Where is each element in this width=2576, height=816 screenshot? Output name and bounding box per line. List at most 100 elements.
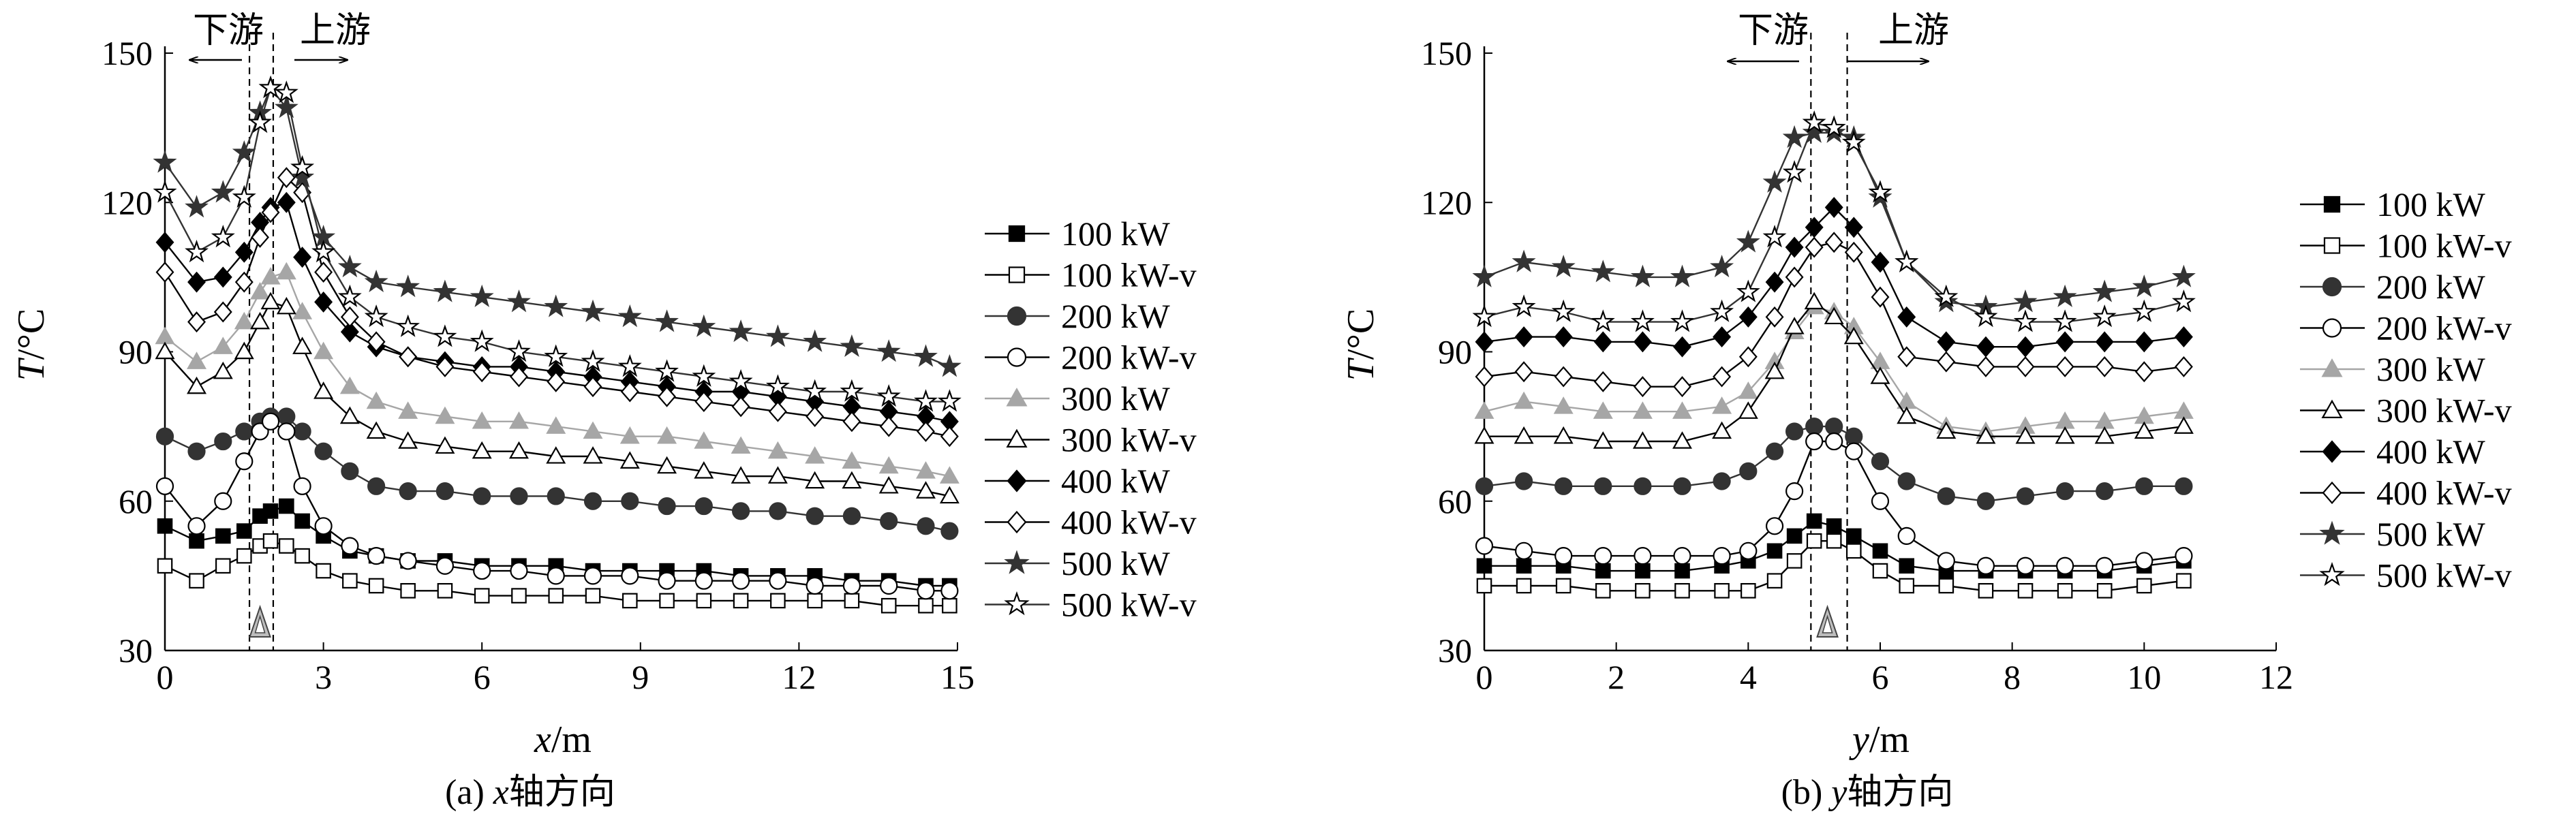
data-point xyxy=(213,266,232,288)
data-point xyxy=(880,576,898,595)
data-point xyxy=(1870,351,1890,369)
data-point xyxy=(367,547,386,565)
data-point xyxy=(1766,543,1783,559)
data-point xyxy=(803,379,827,402)
series-200-kW-v xyxy=(155,412,959,600)
data-point xyxy=(769,571,787,590)
data-point xyxy=(1674,582,1690,599)
data-point xyxy=(2092,304,2117,328)
data-point xyxy=(1713,326,1732,348)
legend-marker xyxy=(1006,428,1028,448)
series-400-kW-v xyxy=(155,167,959,448)
data-point xyxy=(215,528,231,544)
data-point xyxy=(1594,477,1612,495)
data-point xyxy=(508,441,529,459)
panel-caption-suffix: 轴方向 xyxy=(509,773,615,812)
data-point xyxy=(915,461,936,479)
data-point xyxy=(842,451,862,469)
data-point xyxy=(767,466,788,484)
data-point xyxy=(279,538,294,554)
data-point xyxy=(277,191,296,213)
data-point xyxy=(1844,217,1863,238)
data-point xyxy=(1673,547,1691,565)
data-point xyxy=(1673,477,1691,495)
data-point xyxy=(913,344,938,367)
legend-label: 100 kW xyxy=(1061,215,1171,253)
data-point xyxy=(1551,254,1576,278)
data-point xyxy=(1762,170,1787,193)
data-point xyxy=(2095,331,2114,353)
legend-item: 300 kW xyxy=(985,379,1171,418)
data-point xyxy=(806,507,824,525)
data-point xyxy=(2013,309,2038,332)
data-point xyxy=(581,299,605,322)
data-point xyxy=(1824,307,1844,325)
data-point xyxy=(153,150,177,173)
data-point xyxy=(157,558,173,574)
data-point xyxy=(232,185,256,208)
data-point xyxy=(1738,306,1758,328)
series-line xyxy=(1484,520,2184,572)
data-point xyxy=(342,573,358,589)
data-point xyxy=(435,356,455,377)
data-point xyxy=(1897,406,1917,424)
data-point xyxy=(769,502,787,520)
data-point xyxy=(155,477,174,495)
data-point xyxy=(398,401,418,419)
data-point xyxy=(937,354,962,377)
data-point xyxy=(1593,331,1612,353)
data-point xyxy=(1741,582,1756,599)
data-point xyxy=(1976,556,1995,575)
data-point xyxy=(399,552,417,570)
data-point xyxy=(1805,418,1824,436)
data-point xyxy=(1475,537,1494,555)
data-point xyxy=(1899,558,1915,574)
data-point xyxy=(155,326,175,345)
data-point xyxy=(260,267,281,285)
series-line xyxy=(1484,540,2184,592)
data-point xyxy=(2056,556,2074,575)
data-point xyxy=(1936,421,1957,439)
data-point xyxy=(290,165,315,188)
data-point xyxy=(1822,115,1846,138)
data-point xyxy=(2173,401,2194,419)
data-point xyxy=(621,567,639,585)
data-point xyxy=(155,341,175,360)
data-point xyxy=(1713,366,1732,388)
data-point xyxy=(657,426,677,444)
legend-marker xyxy=(2319,520,2345,545)
data-point xyxy=(546,446,566,464)
series-100-kW-v xyxy=(157,533,957,614)
panel-caption-var: x xyxy=(493,773,509,812)
data-point xyxy=(367,331,386,353)
data-point xyxy=(1976,356,1995,377)
data-point xyxy=(510,366,528,388)
data-point xyxy=(2173,416,2194,434)
data-point xyxy=(917,582,935,600)
data-point xyxy=(277,167,296,189)
legend-marker xyxy=(1007,347,1027,367)
data-point xyxy=(1474,401,1494,419)
data-point xyxy=(731,396,750,418)
legend-label: 400 kW-v xyxy=(1061,503,1197,542)
data-point xyxy=(1826,533,1842,549)
data-point xyxy=(1764,361,1785,379)
data-point xyxy=(940,522,959,540)
x-tick-label: 2 xyxy=(1608,658,1625,696)
series-line xyxy=(1484,241,2184,388)
panel-caption: (a) x轴方向 xyxy=(445,773,615,812)
series-line xyxy=(1484,206,2184,348)
panel-caption: (b) y轴方向 xyxy=(1781,773,1954,812)
legend-item: 500 kW xyxy=(985,544,1171,582)
x-tick-label: 0 xyxy=(157,658,174,696)
upstream-label: 上游 xyxy=(1878,12,1949,50)
data-point xyxy=(311,239,336,263)
data-point xyxy=(2056,482,2074,501)
data-point xyxy=(621,492,639,510)
data-point xyxy=(511,588,527,603)
panel-a: 下游 上游 (a) x轴方向 x/m T/°C xyxy=(10,12,615,812)
data-point xyxy=(211,225,235,248)
data-point xyxy=(248,110,272,134)
legend-marker xyxy=(2323,195,2341,213)
data-point xyxy=(1633,331,1652,353)
